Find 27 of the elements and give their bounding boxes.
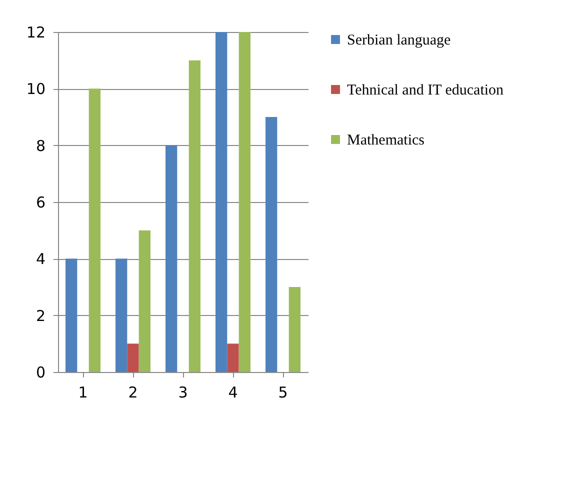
legend-label: Serbian language [347,32,452,48]
bar [166,145,178,372]
x-tick-label: 5 [278,384,288,402]
x-tick-label: 3 [178,384,188,402]
bar [66,258,78,372]
bar [216,32,228,372]
y-tick-label: 0 [36,364,46,382]
bar [188,60,200,372]
bar [288,287,300,372]
bar [227,344,239,372]
legend-label: Mathematics [347,132,425,148]
x-tick-label: 1 [78,384,88,402]
legend-label: Tehnical and IT education [347,82,504,98]
y-tick-label: 10 [26,80,46,98]
bar [88,88,100,372]
y-tick-label: 8 [36,136,46,155]
bar [127,344,139,372]
bar [138,230,150,372]
bar [116,258,128,372]
x-tick-label: 2 [128,384,138,402]
bar [266,117,278,372]
x-tick-label: 4 [228,384,238,402]
y-tick-label: 2 [36,306,46,325]
y-tick-label: 4 [36,250,46,268]
bar [238,32,250,372]
y-tick-label: 6 [36,194,46,212]
y-tick-label: 12 [26,24,46,42]
